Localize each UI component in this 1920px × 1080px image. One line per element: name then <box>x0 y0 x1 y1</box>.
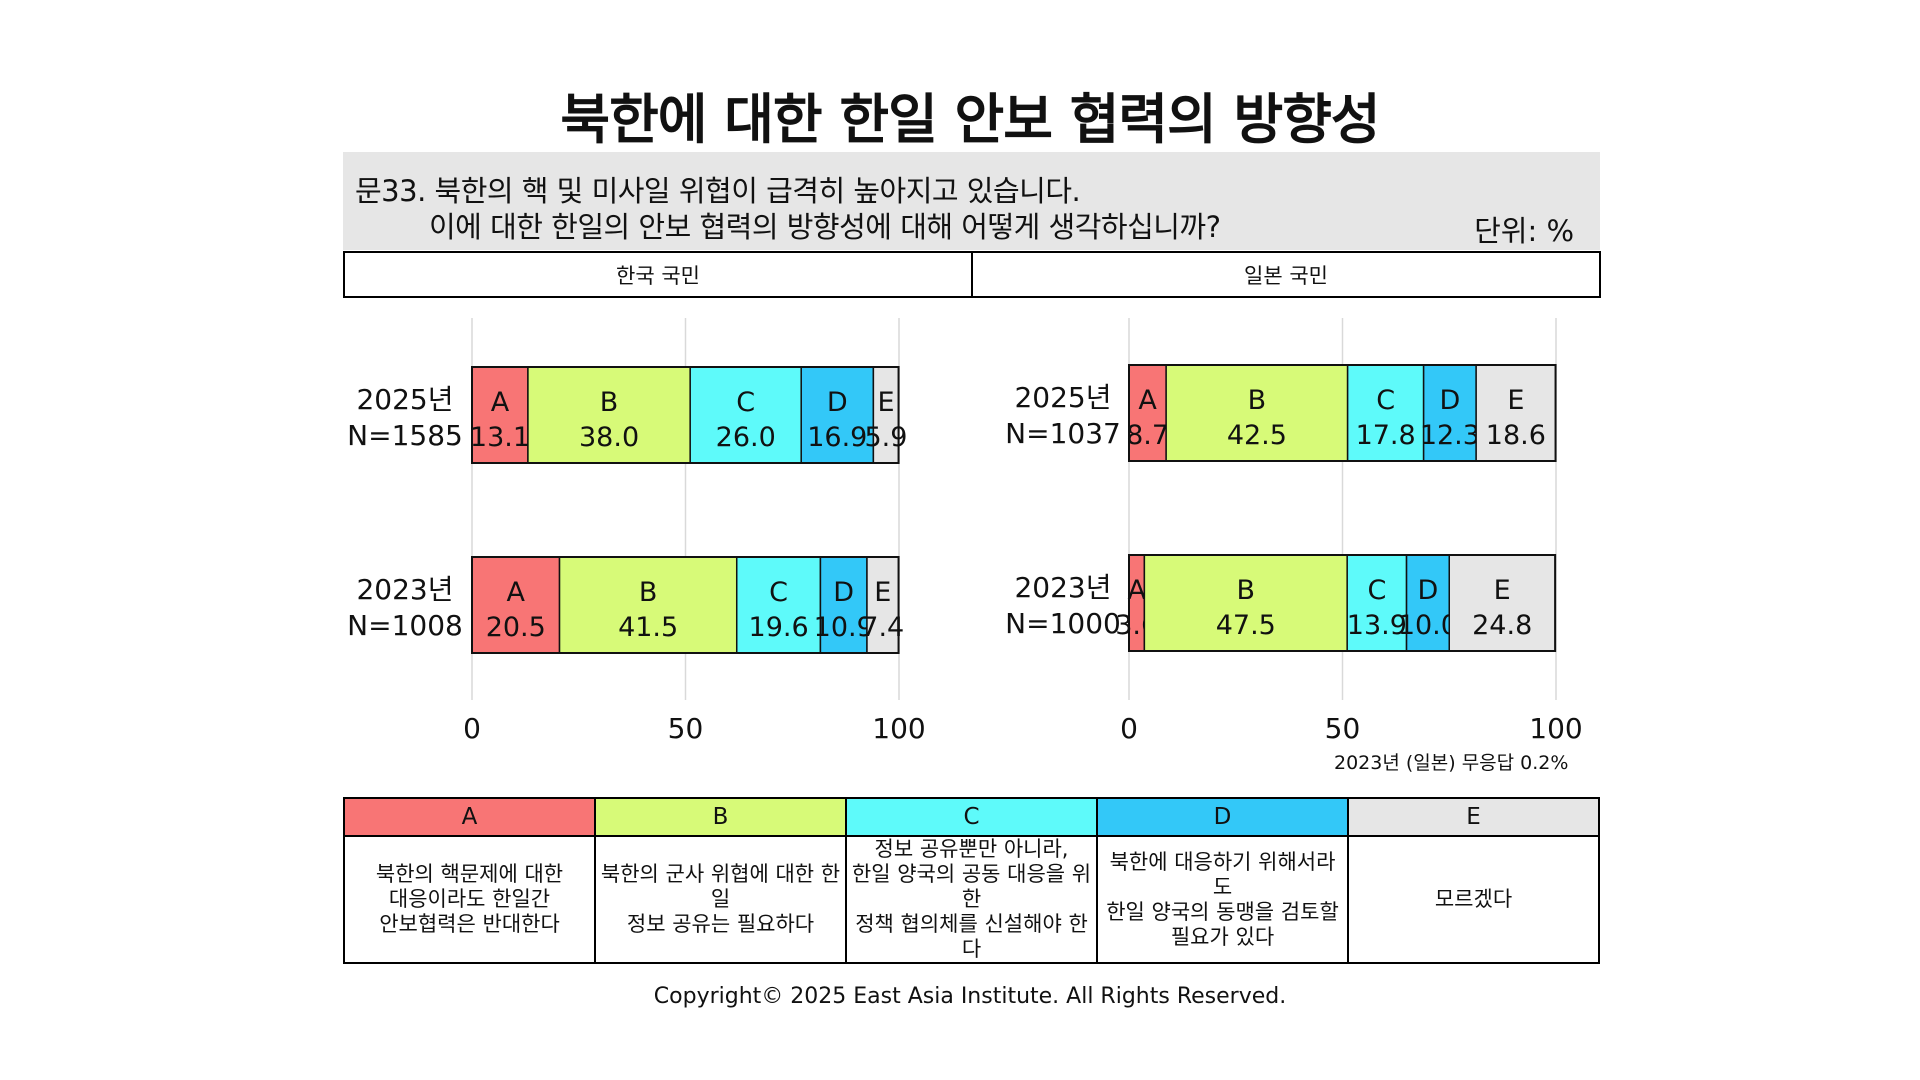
segment-code-label: D <box>1418 575 1439 606</box>
category-label: 2025년 <box>1014 381 1111 414</box>
segment-code-label: D <box>833 577 854 608</box>
x-tick-label: 50 <box>1325 712 1361 745</box>
copyright: Copyright© 2025 East Asia Institute. All… <box>653 984 1287 1009</box>
page-title: 북한에 대한 한일 안보 협력의 방향성 <box>560 88 1380 151</box>
x-tick-label: 100 <box>872 712 925 745</box>
unit-label: 단위: % <box>1474 214 1574 248</box>
legend-code-e: E <box>1347 797 1600 837</box>
segment-code-label: A <box>507 577 526 608</box>
legend-description-row: 북한의 핵문제에 대한 대응이라도 한일간 안보협력은 반대한다 북한의 군사 위협… <box>343 835 1600 964</box>
x-tick-label: 50 <box>668 712 704 745</box>
data-label: 24.8 <box>1472 610 1532 641</box>
data-label: 17.8 <box>1356 420 1416 451</box>
category-label: 2023년 <box>1014 571 1111 604</box>
bar-segment-b <box>1143 554 1348 652</box>
segment-code-label: C <box>1367 575 1386 606</box>
bar-segment-b <box>558 556 738 654</box>
segment-code-label: B <box>1237 575 1256 606</box>
legend-code-d: D <box>1096 797 1349 837</box>
legend-text-b: 북한의 군사 위협에 대한 한일 정보 공유는 필요하다 <box>594 835 847 964</box>
bar-outline <box>471 556 900 654</box>
bar-segment-c <box>735 556 822 654</box>
segment-code-label: E <box>1507 385 1524 416</box>
legend-code-b: B <box>594 797 847 837</box>
bar-segment-d <box>800 366 875 464</box>
segment-code-label: C <box>1376 385 1395 416</box>
x-tick-label: 0 <box>1120 712 1138 745</box>
segment-code-label: C <box>736 387 755 418</box>
segment-code-label: D <box>827 387 848 418</box>
data-label: 8.7 <box>1126 420 1169 451</box>
data-label: 19.6 <box>749 612 809 643</box>
segment-code-label: D <box>1439 385 1460 416</box>
bar-segment-c <box>1346 554 1408 652</box>
x-tick-label: 0 <box>463 712 481 745</box>
question-box: 문33. 북한의 핵 및 미사일 위협이 급격히 높아지고 있습니다. 이에 대… <box>343 152 1600 250</box>
data-label: 16.9 <box>807 422 867 453</box>
bar-outline <box>1128 554 1557 652</box>
bar-outline <box>471 366 900 464</box>
segment-code-label: E <box>1494 575 1511 606</box>
legend-text-a: 북한의 핵문제에 대한 대응이라도 한일간 안보협력은 반대한다 <box>343 835 596 964</box>
data-label: 10.0 <box>1398 610 1458 641</box>
panel-header-japan: 일본 국민 <box>971 253 1599 296</box>
category-label: 2023년 <box>356 573 453 606</box>
legend-text-e: 모르겠다 <box>1347 835 1600 964</box>
segment-code-label: A <box>491 387 510 418</box>
category-sample-label: N=1037 <box>1005 417 1121 450</box>
segment-code-label: E <box>874 577 891 608</box>
data-label: 26.0 <box>716 422 776 453</box>
data-label: 47.5 <box>1216 610 1276 641</box>
legend-text-d: 북한에 대응하기 위해서라도 한일 양국의 동맹을 검토할 필요가 있다 <box>1096 835 1349 964</box>
segment-code-label: B <box>639 577 658 608</box>
category-label: 2025년 <box>356 383 453 416</box>
segment-code-label: B <box>1248 385 1267 416</box>
data-label: 20.5 <box>486 612 546 643</box>
data-label: 12.3 <box>1420 420 1480 451</box>
footnote: 2023년 (일본) 무응답 0.2% <box>1334 752 1569 774</box>
data-label: 5.9 <box>864 422 907 453</box>
category-sample-label: N=1008 <box>347 609 463 642</box>
bar-segment-a <box>471 556 561 654</box>
data-label: 38.0 <box>579 422 639 453</box>
legend-text-c: 정보 공유뿐만 아니라, 한일 양국의 공동 대응을 위한 정책 협의체를 신설해야… <box>845 835 1098 964</box>
data-label: 41.5 <box>618 612 678 643</box>
segment-code-label: B <box>600 387 619 418</box>
data-label: 18.6 <box>1486 420 1546 451</box>
data-label: 10.9 <box>814 612 874 643</box>
bar-segment-d <box>1422 364 1477 462</box>
panel-header-row: 한국 국민 일본 국민 <box>343 251 1601 298</box>
bar-segment-b <box>1165 364 1349 462</box>
data-label: 13.1 <box>470 422 530 453</box>
data-label: 7.4 <box>861 612 904 643</box>
legend-code-c: C <box>845 797 1098 837</box>
legend-code-row: A B C D E <box>343 797 1600 837</box>
x-tick-label: 100 <box>1529 712 1582 745</box>
segment-code-label: E <box>877 387 894 418</box>
segment-code-label: C <box>769 577 788 608</box>
legend-table: A B C D E 북한의 핵문제에 대한 대응이라도 한일간 안보협력은 반대한다… <box>343 797 1600 964</box>
bar-outline <box>1128 364 1557 462</box>
segment-code-label: A <box>1127 575 1146 606</box>
panel-header-korea: 한국 국민 <box>616 263 700 288</box>
bar-segment-d <box>819 556 868 654</box>
question-line-1: 문33. 북한의 핵 및 미사일 위협이 급격히 높아지고 있습니다. <box>355 174 1081 208</box>
stacked-bar-charts: 0 50 1002025년N=1585A13.1B38.0C26.0D16.9E5.… <box>347 318 1583 745</box>
question-line-2: 이에 대한 한일의 안보 협력의 방향성에 대해 어떻게 생각하십니까? <box>429 210 1221 244</box>
data-label: 13.9 <box>1347 610 1407 641</box>
legend-code-a: A <box>343 797 596 837</box>
category-sample-label: N=1000 <box>1005 607 1121 640</box>
category-sample-label: N=1585 <box>347 419 463 452</box>
data-label: 42.5 <box>1227 420 1287 451</box>
bar-segment-d <box>1405 554 1451 652</box>
segment-code-label: A <box>1138 385 1157 416</box>
